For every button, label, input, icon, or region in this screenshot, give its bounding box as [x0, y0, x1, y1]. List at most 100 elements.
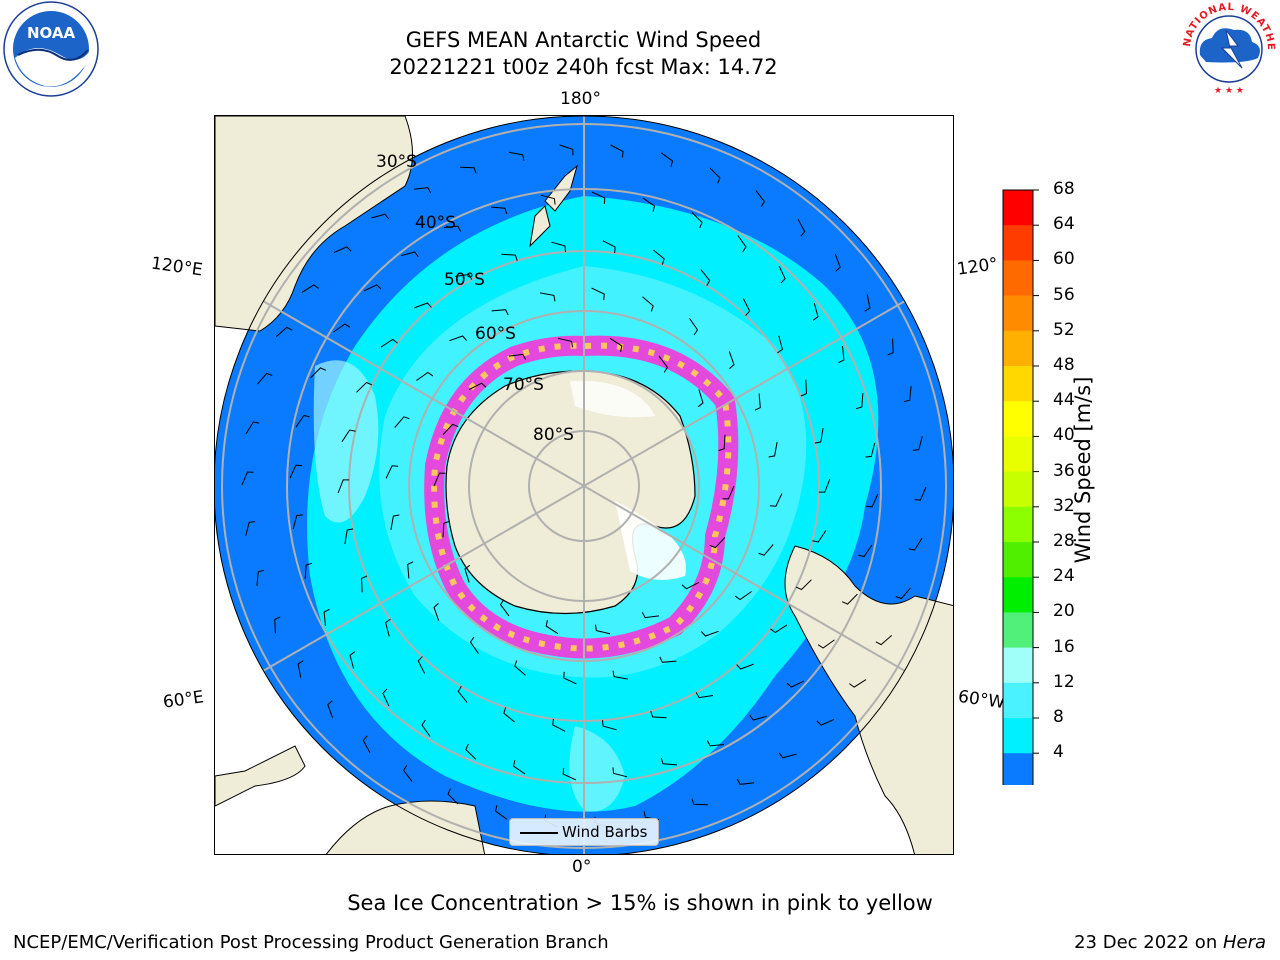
wind-barb	[660, 152, 674, 167]
wind-barb	[818, 478, 831, 493]
colorbar-tick-label: 40	[1053, 425, 1075, 446]
wind-barb	[551, 241, 566, 252]
legend-line-icon	[520, 832, 558, 834]
wind-barb	[257, 372, 273, 385]
wind-barb	[758, 544, 774, 556]
lon-label-60e: 60°E	[161, 687, 206, 713]
wind-barb	[563, 671, 577, 685]
colorbar-tick-label: 44	[1053, 390, 1075, 411]
wind-barb	[612, 670, 628, 680]
noaa-logo: NOAA	[3, 1, 99, 97]
lat-label-30s: 30°S	[376, 152, 417, 172]
colorbar-tick-label: 8	[1053, 707, 1064, 727]
svg-text:★ ★ ★: ★ ★ ★	[1214, 86, 1244, 96]
wind-barb	[695, 692, 714, 699]
wind-barbs	[241, 144, 927, 828]
wind-barb	[241, 471, 254, 486]
wind-barb	[433, 472, 446, 487]
wind-barb	[903, 386, 912, 403]
colorbar-segment	[1003, 330, 1033, 367]
lon-label-120w: 120°	[955, 254, 1000, 280]
wind-barb	[722, 485, 735, 500]
wind-barb	[371, 213, 390, 220]
map-legend: Wind Barbs	[509, 818, 659, 846]
wind-barb	[768, 442, 778, 458]
wind-barb	[887, 338, 894, 356]
wind-barb	[849, 679, 867, 688]
wind-barb	[344, 528, 354, 544]
wind-barb	[380, 338, 398, 348]
wind-barb	[754, 393, 761, 411]
wind-barb	[323, 608, 330, 627]
wind-barb	[327, 700, 334, 718]
wind-barb	[362, 735, 371, 753]
lon-label-0: 0°	[572, 857, 592, 877]
lat-label-80s: 80°S	[533, 425, 574, 445]
wind-barb	[540, 292, 556, 302]
lat-label-50s: 50°S	[444, 270, 485, 290]
wind-barb	[653, 249, 665, 265]
colorbar-segment	[1003, 401, 1033, 437]
wind-barb	[512, 760, 526, 775]
footer-machine: Hera	[1222, 932, 1266, 953]
wind-barb	[755, 190, 766, 207]
wind-barb	[742, 298, 751, 316]
wind-barb	[275, 326, 293, 337]
wind-barb	[866, 493, 879, 508]
lat-label-70s: 70°S	[503, 375, 544, 395]
wind-barb	[508, 151, 525, 161]
colorbar-segment	[1003, 718, 1033, 754]
footer-date-text: 23 Dec 2022 on	[1074, 932, 1223, 953]
colorbar-tick-label: 64	[1053, 214, 1075, 235]
wind-barb	[402, 765, 413, 782]
wind-barb	[245, 521, 256, 537]
wind-barb	[691, 798, 708, 806]
wind-barb	[394, 416, 410, 428]
wind-barb	[490, 206, 508, 215]
wind-barb	[559, 144, 574, 156]
wind-barb	[914, 486, 927, 501]
wind-barb	[421, 719, 431, 737]
wind-barb	[858, 544, 873, 558]
nws-logo: NATIONAL WEATHER SERVICE ★ ★ ★	[1176, 0, 1276, 96]
wind-barb	[895, 587, 911, 600]
wind-barb	[817, 639, 835, 649]
wind-barb	[812, 303, 819, 321]
wind-barb	[562, 768, 577, 781]
wind-barb	[591, 191, 606, 204]
colorbar-tick-label: 28	[1053, 531, 1075, 551]
wind-barb	[681, 581, 700, 590]
wind-barb	[691, 212, 703, 229]
wind-barb	[610, 144, 624, 158]
wind-barb	[795, 579, 812, 591]
colorbar-segment	[1003, 647, 1033, 684]
colorbar-segment	[1003, 753, 1033, 785]
wind-barb	[414, 302, 432, 309]
wind-barb	[602, 720, 617, 731]
wind-barb	[454, 273, 473, 280]
colorbar-segment	[1003, 366, 1033, 402]
wind-barb	[864, 294, 871, 312]
wind-barb	[274, 616, 281, 634]
wind-barb	[814, 428, 824, 444]
wind-barb	[545, 620, 559, 635]
colorbar-tick-label: 56	[1053, 284, 1075, 305]
wind-barb	[737, 235, 747, 253]
wind-barb	[659, 656, 677, 663]
wind-barb	[875, 635, 893, 646]
chart-title: GEFS MEAN Antarctic Wind Speed	[405, 28, 762, 52]
polar-map	[215, 116, 953, 854]
colorbar-segment	[1003, 471, 1033, 508]
colorbar	[1002, 189, 1039, 785]
svg-text:NOAA: NOAA	[27, 24, 76, 42]
wind-barb	[416, 371, 434, 381]
wind-barb	[301, 284, 319, 293]
wind-barb	[706, 740, 725, 747]
lon-label-180: 180°	[560, 89, 601, 109]
wind-barb	[838, 345, 845, 364]
wind-barb	[297, 660, 304, 678]
wind-barb	[641, 612, 660, 619]
wind-barb	[292, 514, 303, 530]
wind-barb	[718, 434, 726, 452]
wind-barb	[728, 351, 735, 369]
